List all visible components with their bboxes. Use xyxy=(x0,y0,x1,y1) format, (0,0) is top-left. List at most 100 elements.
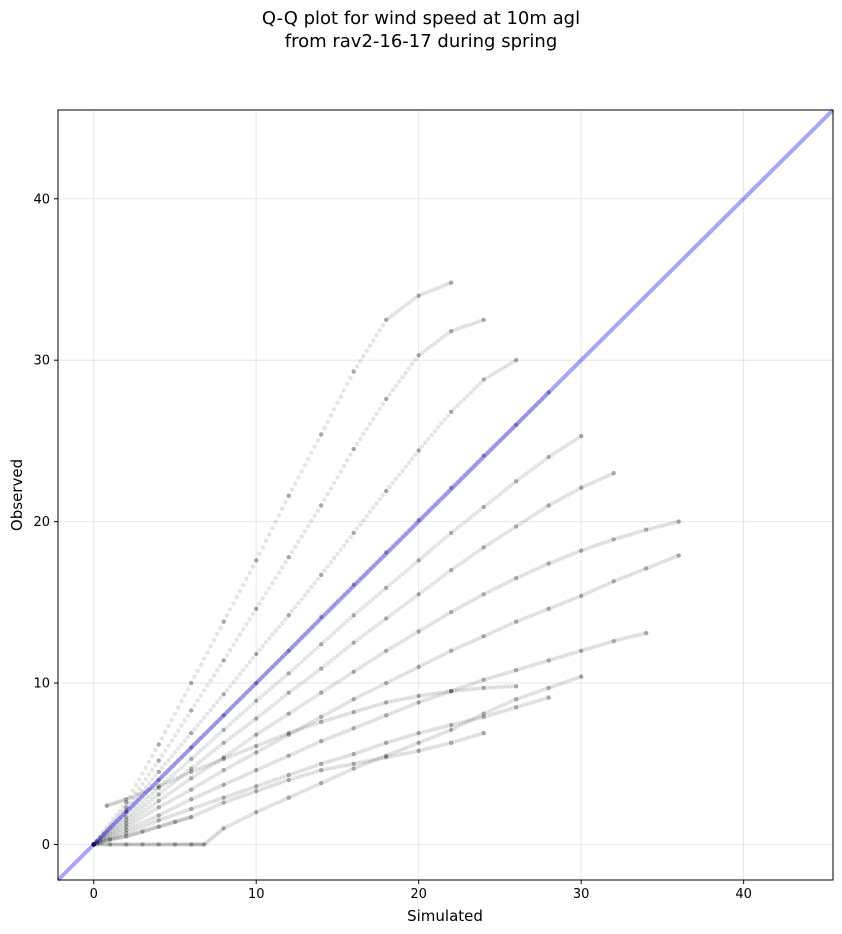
data-point xyxy=(93,841,98,847)
data-point xyxy=(487,499,493,505)
data-point xyxy=(117,825,122,830)
data-point xyxy=(208,678,213,683)
data-point xyxy=(341,754,347,760)
data-point xyxy=(150,803,155,808)
data-point xyxy=(393,698,399,703)
data-point xyxy=(526,692,532,697)
data-point xyxy=(341,621,347,627)
data-point xyxy=(163,748,168,753)
data-point xyxy=(257,713,262,719)
data-point xyxy=(458,475,464,481)
data-point xyxy=(270,632,275,637)
data-point xyxy=(468,322,473,327)
data-point xyxy=(156,842,161,847)
data-point xyxy=(351,697,356,702)
data-point xyxy=(140,805,145,810)
data-point xyxy=(461,684,467,689)
data-point xyxy=(348,752,353,758)
data-point xyxy=(137,825,142,831)
data-point xyxy=(426,436,431,442)
data-point xyxy=(192,703,197,708)
data-point xyxy=(487,712,493,718)
data-point xyxy=(172,779,178,784)
data-point xyxy=(273,700,278,706)
data-point xyxy=(257,695,262,701)
data-point xyxy=(267,804,272,809)
data-point xyxy=(611,579,616,584)
data-point xyxy=(400,374,405,380)
data-point xyxy=(517,574,522,579)
data-point xyxy=(166,799,171,805)
data-point xyxy=(322,688,327,693)
x-axis: 0 10 20 30 40 xyxy=(90,880,752,902)
data-point xyxy=(439,421,444,426)
data-point xyxy=(335,732,340,737)
data-point xyxy=(111,825,116,831)
data-point xyxy=(413,594,418,599)
data-point xyxy=(309,624,314,630)
data-point xyxy=(117,833,122,838)
data-point xyxy=(296,638,301,643)
data-point xyxy=(169,806,174,812)
data-point xyxy=(367,599,373,604)
data-point xyxy=(484,685,490,690)
data-point xyxy=(91,842,96,847)
data-point xyxy=(254,698,259,704)
data-point xyxy=(435,541,441,547)
data-point xyxy=(396,674,402,679)
data-point xyxy=(98,835,103,841)
data-point xyxy=(507,684,512,689)
plot-frame xyxy=(57,109,834,881)
data-point xyxy=(293,481,298,486)
data-point xyxy=(400,571,405,577)
data-point xyxy=(510,481,516,487)
data-point xyxy=(666,557,672,562)
data-point xyxy=(98,840,103,845)
data-point xyxy=(137,777,142,782)
data-point xyxy=(497,367,503,373)
data-point xyxy=(133,842,139,847)
data-point xyxy=(244,755,249,761)
data-point xyxy=(497,684,503,690)
data-point xyxy=(429,504,434,510)
data-point xyxy=(283,778,288,784)
data-point xyxy=(387,392,392,397)
data-point xyxy=(575,675,581,680)
data-point xyxy=(484,450,490,455)
data-point xyxy=(137,812,142,817)
data-point xyxy=(130,824,135,830)
data-point xyxy=(114,818,119,823)
data-point xyxy=(497,437,503,443)
data-point xyxy=(484,375,490,380)
data-point xyxy=(448,567,454,573)
data-point xyxy=(510,526,516,531)
data-point xyxy=(263,726,269,731)
data-point xyxy=(403,705,408,710)
data-point xyxy=(383,700,389,705)
data-point xyxy=(445,650,451,655)
data-point xyxy=(289,487,295,492)
data-point xyxy=(189,814,194,820)
data-point xyxy=(267,779,272,785)
data-point xyxy=(478,507,483,512)
data-point xyxy=(120,798,125,803)
data-point xyxy=(348,534,353,540)
data-point xyxy=(182,751,187,757)
data-point xyxy=(510,425,516,431)
data-point xyxy=(101,839,106,844)
data-point xyxy=(637,568,642,574)
data-point xyxy=(400,638,405,644)
data-point xyxy=(358,607,363,612)
data-point xyxy=(286,648,291,653)
data-point xyxy=(455,686,460,692)
data-point xyxy=(345,728,350,734)
data-point xyxy=(539,564,545,569)
data-point xyxy=(380,741,386,747)
data-point xyxy=(354,708,360,714)
data-point xyxy=(332,765,337,770)
data-point xyxy=(358,760,363,765)
data-point xyxy=(257,647,262,653)
data-point xyxy=(211,761,217,766)
data-point xyxy=(228,735,233,741)
data-point xyxy=(231,762,236,768)
